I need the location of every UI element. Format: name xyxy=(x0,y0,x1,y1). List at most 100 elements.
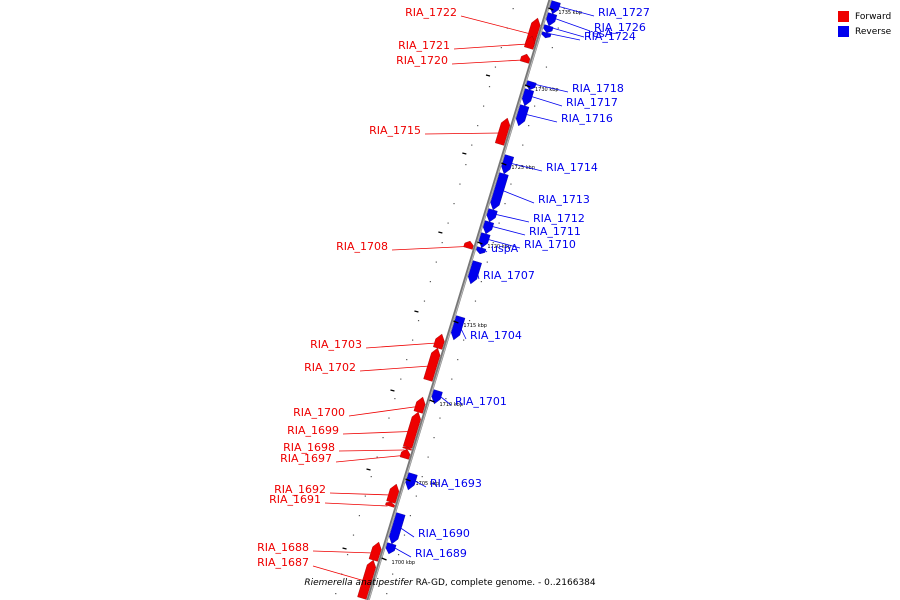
minor-tick-right xyxy=(427,456,429,458)
leader-line-ria-1717 xyxy=(529,95,563,107)
gene-ria-1721[interactable] xyxy=(524,35,536,50)
gene-label-ria-1708[interactable]: RIA_1708 xyxy=(336,240,388,253)
gene-label-ria-1721[interactable]: RIA_1721 xyxy=(398,39,450,52)
leader-line-ria-1698 xyxy=(338,449,405,452)
minor-tick-right xyxy=(403,534,406,536)
legend-forward-swatch xyxy=(838,11,849,22)
leader-line-ria-1692 xyxy=(329,492,391,496)
gene-ria-1714[interactable] xyxy=(501,154,515,175)
minor-tick-left xyxy=(376,456,378,458)
gene-label-ria-1717[interactable]: RIA_1717 xyxy=(566,96,618,109)
gene-label-ria-1704[interactable]: RIA_1704 xyxy=(470,329,522,342)
gene-label-ria-1724[interactable]: RIA_1724 xyxy=(584,30,636,43)
gene-ria-1691[interactable] xyxy=(385,501,395,508)
gene-label-ria-1707[interactable]: RIA_1707 xyxy=(483,269,535,282)
gene-label-ria-1726[interactable]: RIA_1726 xyxy=(594,21,646,34)
gene-ria-1720[interactable] xyxy=(519,53,531,64)
leader-line-ria-1691 xyxy=(324,502,388,507)
gene-label-ria-1712[interactable]: RIA_1712 xyxy=(533,212,585,225)
gene-ria-1726[interactable] xyxy=(546,12,558,27)
gene-ria-1713[interactable] xyxy=(490,172,509,211)
leader-line-ria-1714 xyxy=(509,162,543,172)
leader-line-ria-1707 xyxy=(476,270,480,280)
minor-tick-right xyxy=(545,66,548,68)
gene-label-ria-1699[interactable]: RIA_1699 xyxy=(287,424,339,437)
gene-label-ria-1720[interactable]: RIA_1720 xyxy=(396,54,448,67)
minor-tick-right xyxy=(492,242,494,244)
leader-line-ria-1712 xyxy=(494,213,530,223)
gene-ria-1715[interactable] xyxy=(494,117,511,146)
gene-ria-1689[interactable] xyxy=(385,542,397,555)
gene-ria-1717[interactable] xyxy=(521,88,535,107)
gene-label-ria-1710[interactable]: RIA_1710 xyxy=(524,238,576,251)
minor-tick-right xyxy=(433,437,435,439)
gene-label-ria-1690[interactable]: RIA_1690 xyxy=(418,527,470,540)
gene-ria-1701[interactable] xyxy=(431,389,443,405)
legend-forward-label: Forward xyxy=(855,11,892,22)
gene-uspa[interactable] xyxy=(476,246,487,255)
minor-tick-left xyxy=(423,300,426,302)
gene-label-ria-1691[interactable]: RIA_1691 xyxy=(269,493,321,506)
major-tick-left xyxy=(342,547,347,550)
gene-label-ria-1722[interactable]: RIA_1722 xyxy=(405,6,457,19)
minor-tick-right xyxy=(539,86,542,88)
minor-tick-left xyxy=(512,8,514,10)
gene-label-ria-1697[interactable]: RIA_1697 xyxy=(280,452,332,465)
gene-label-ria-1703[interactable]: RIA_1703 xyxy=(310,338,362,351)
gene-ria-1707[interactable] xyxy=(467,260,482,285)
gene-ria-1718[interactable] xyxy=(526,80,537,91)
gene-label-resa[interactable]: resA xyxy=(588,27,613,40)
gene-label-ria-1713[interactable]: RIA_1713 xyxy=(538,193,590,206)
position-tick-label: 1715 kbp xyxy=(463,323,487,329)
gene-ria-1700[interactable] xyxy=(413,396,426,414)
position-tick-label: 1725 kbp xyxy=(511,165,535,171)
legend: Forward Reverse xyxy=(838,9,891,39)
caption-details: RA-GD, complete genome. - 0..2166384 xyxy=(412,578,596,588)
gene-label-ria-1693[interactable]: RIA_1693 xyxy=(430,477,482,490)
leader-line-uspa xyxy=(483,248,488,253)
gene-label-ria-1688[interactable]: RIA_1688 xyxy=(257,541,309,554)
gene-label-uspa[interactable]: uspA xyxy=(491,242,519,255)
minor-tick-left xyxy=(406,359,408,361)
gene-label-ria-1715[interactable]: RIA_1715 xyxy=(369,124,421,137)
major-tick xyxy=(548,7,554,11)
gene-ria-1716[interactable] xyxy=(515,104,530,127)
leader-line-ria-1690 xyxy=(398,526,415,538)
gene-label-ria-1727[interactable]: RIA_1727 xyxy=(598,6,650,19)
gene-ria-1690[interactable] xyxy=(389,512,406,545)
minor-tick-right xyxy=(504,203,506,205)
gene-ria-1697[interactable] xyxy=(399,448,411,460)
gene-label-ria-1716[interactable]: RIA_1716 xyxy=(561,112,613,125)
gene-ria-1727[interactable] xyxy=(549,0,561,15)
legend-reverse-swatch xyxy=(838,26,849,37)
gene-ria-1703[interactable] xyxy=(433,333,445,350)
gene-label-ria-1692[interactable]: RIA_1692 xyxy=(274,483,326,496)
gene-label-ria-1714[interactable]: RIA_1714 xyxy=(546,161,598,174)
leader-line-ria-1727 xyxy=(557,5,595,17)
gene-ria-1702[interactable] xyxy=(423,347,441,382)
gene-label-ria-1711[interactable]: RIA_1711 xyxy=(529,225,581,238)
minor-tick-left xyxy=(394,398,396,400)
position-tick-label: 1735 kbp xyxy=(558,10,582,16)
gene-ria-1711[interactable] xyxy=(482,220,495,235)
minor-tick-left xyxy=(435,261,437,263)
gene-resa[interactable] xyxy=(543,24,554,34)
gene-label-ria-1687[interactable]: RIA_1687 xyxy=(257,556,309,569)
gene-label-ria-1701[interactable]: RIA_1701 xyxy=(455,395,507,408)
gene-ria-1708[interactable] xyxy=(463,240,474,250)
gene-label-ria-1698[interactable]: RIA_1698 xyxy=(283,441,335,454)
major-tick-left xyxy=(485,74,491,77)
gene-label-ria-1689[interactable]: RIA_1689 xyxy=(415,547,467,560)
gene-label-ria-1702[interactable]: RIA_1702 xyxy=(304,361,356,374)
gene-ria-1693[interactable] xyxy=(405,472,418,491)
leader-line-resa xyxy=(550,27,585,38)
gene-label-ria-1700[interactable]: RIA_1700 xyxy=(293,406,345,419)
major-tick-left xyxy=(390,389,395,392)
gene-ria-1687[interactable] xyxy=(357,559,377,600)
major-tick-left xyxy=(462,152,467,155)
gene-label-ria-1718[interactable]: RIA_1718 xyxy=(572,82,624,95)
major-tick xyxy=(453,320,459,324)
gene-ria-1712[interactable] xyxy=(486,208,498,223)
legend-reverse-label: Reverse xyxy=(855,26,892,37)
